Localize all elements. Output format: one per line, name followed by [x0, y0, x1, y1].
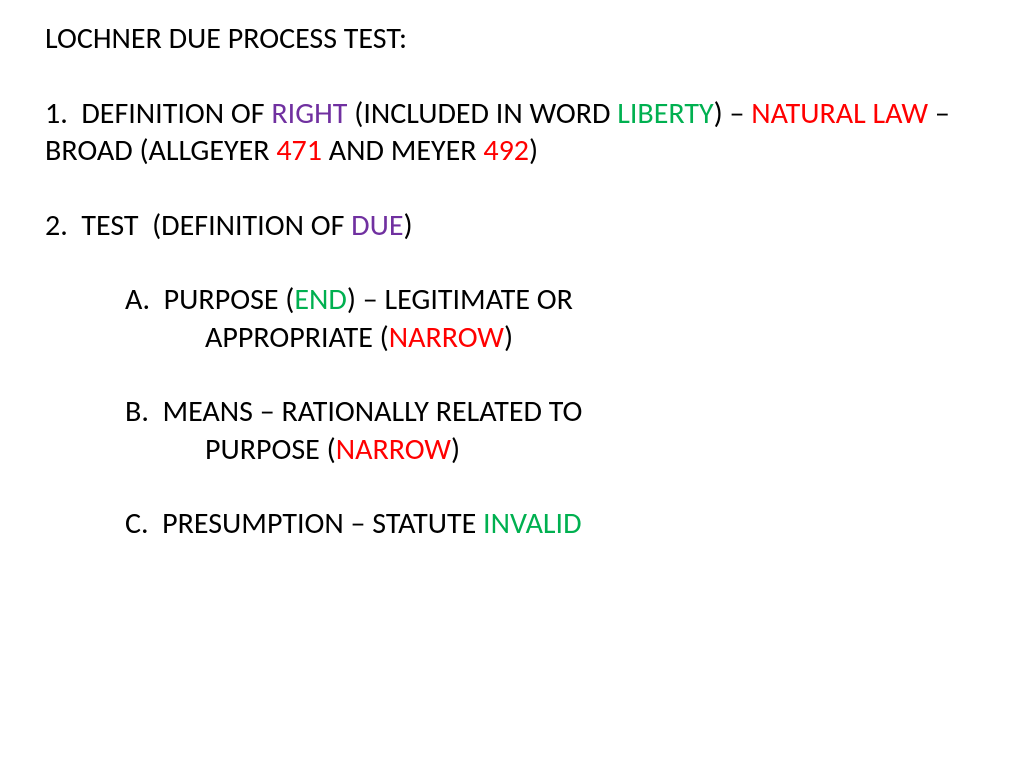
- t: ): [451, 431, 460, 468]
- t: ): [504, 319, 513, 356]
- t: ) – LEGITIMATE OR: [347, 281, 573, 318]
- blank: [45, 170, 994, 207]
- t: APPROPRIATE (: [205, 319, 389, 356]
- t: ): [404, 207, 413, 244]
- blank: [45, 356, 994, 393]
- sub-b-line2: PURPOSE (NARROW): [45, 431, 994, 469]
- sub-a-line2: APPROPRIATE (NARROW): [45, 319, 994, 357]
- item2-line1: 2. TEST (DEFINITION OF DUE): [45, 207, 994, 245]
- t: 1. DEFINITION OF: [45, 95, 271, 132]
- num-492: 492: [483, 132, 529, 169]
- t: A. PURPOSE (: [125, 281, 294, 318]
- due-word: DUE: [351, 207, 403, 244]
- liberty-word: LIBERTY: [617, 95, 713, 132]
- t: ): [529, 132, 538, 169]
- invalid-word: INVALID: [483, 505, 582, 542]
- t: (INCLUDED IN WORD: [347, 95, 617, 132]
- blank: [45, 58, 994, 95]
- narrow-word: NARROW: [389, 319, 504, 356]
- sub-a-line1: A. PURPOSE (END) – LEGITIMATE OR: [45, 281, 994, 319]
- t: PURPOSE (: [205, 431, 336, 468]
- slide: LOCHNER DUE PROCESS TEST: 1. DEFINITION …: [0, 0, 1024, 768]
- blank: [45, 468, 994, 505]
- t: C. PRESUMPTION – STATUTE: [125, 505, 483, 542]
- t: 2. TEST (DEFINITION OF: [45, 207, 351, 244]
- end-word: END: [294, 281, 346, 318]
- num-471: 471: [276, 132, 322, 169]
- right-word: RIGHT: [271, 95, 347, 132]
- title: LOCHNER DUE PROCESS TEST:: [45, 20, 994, 58]
- sub-c-line1: C. PRESUMPTION – STATUTE INVALID: [45, 505, 994, 543]
- blank: [45, 244, 994, 281]
- narrow-word: NARROW: [336, 431, 451, 468]
- item1-line1: 1. DEFINITION OF RIGHT (INCLUDED IN WORD…: [45, 95, 994, 170]
- sub-b-line1: B. MEANS – RATIONALLY RELATED TO: [45, 393, 994, 431]
- title-text: LOCHNER DUE PROCESS TEST:: [45, 20, 407, 57]
- t: B. MEANS – RATIONALLY RELATED TO: [125, 393, 582, 430]
- natural-law: NATURAL LAW: [751, 95, 928, 132]
- t: AND MEYER: [322, 132, 483, 169]
- t: ) –: [714, 95, 752, 132]
